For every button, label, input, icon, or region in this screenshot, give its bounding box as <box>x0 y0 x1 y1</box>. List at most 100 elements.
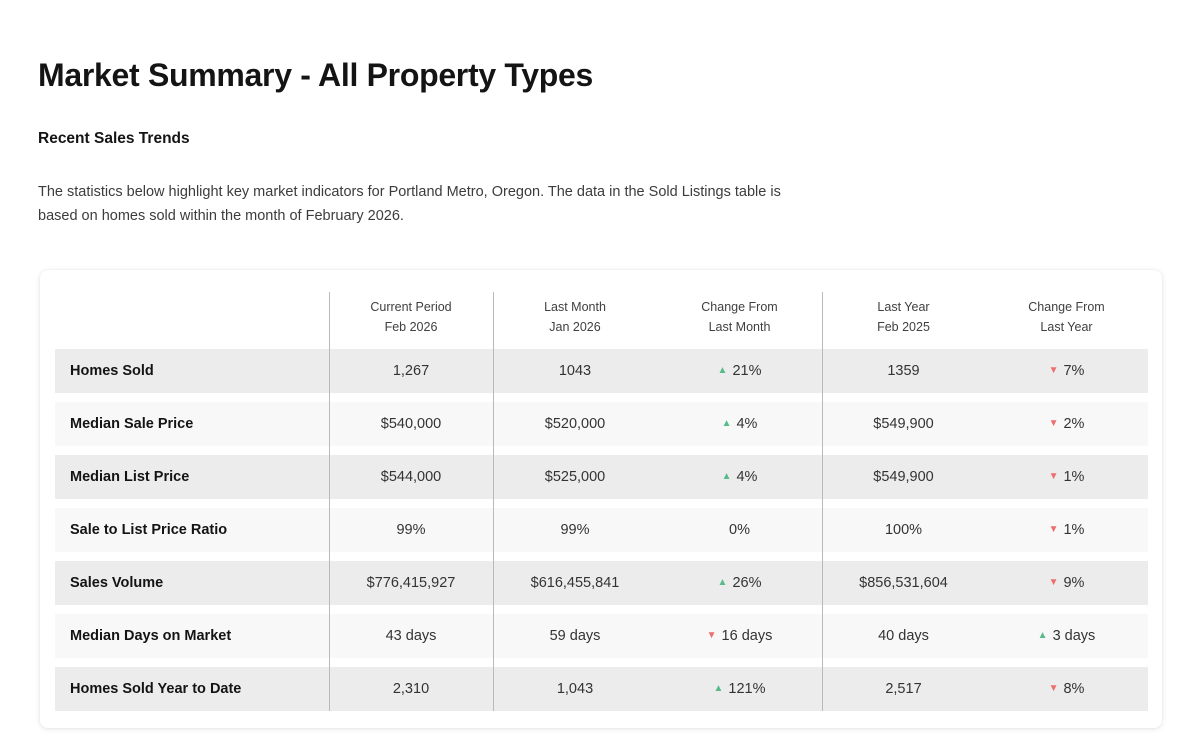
change-value: 1% <box>1063 522 1085 538</box>
cell-change-last-month: ▲ 4% <box>657 455 822 499</box>
trend-down-icon: ▼ <box>1048 524 1059 535</box>
row-label-cell: Sales Volume <box>70 575 164 591</box>
cell-change-last-month: ▲ 26% <box>657 561 822 605</box>
table-row: Sales Volume $776,415,927 $616,455,841 ▲ 26%… <box>55 561 1148 605</box>
description-text: The statistics below highlight key marke… <box>38 184 781 224</box>
col-header-change-last-month: Change From Last Month <box>657 297 822 337</box>
row-label-cell: Homes Sold <box>70 363 154 379</box>
cell-last-year: 1359 <box>887 363 920 379</box>
trend-down-icon: ▼ <box>1048 365 1059 376</box>
col-header-line2: Feb 2025 <box>877 320 930 334</box>
change-value: 9% <box>1063 575 1085 591</box>
row-label-cell: Median List Price <box>70 469 190 485</box>
cell-change-last-month: ▲ 4% <box>657 402 822 446</box>
col-header-line2: Feb 2026 <box>384 320 438 334</box>
summary-card: Current Period Feb 2026 Last Month Jan 2026… <box>40 270 1162 728</box>
change-value: 4% <box>736 469 758 485</box>
cell-change-last-month: ▲ 21% <box>657 349 822 393</box>
cell-last-month: 59 days <box>549 628 601 644</box>
cell-last-year: 2,517 <box>885 681 922 697</box>
trend-down-icon: ▼ <box>1048 471 1059 482</box>
change-value: 8% <box>1063 681 1085 697</box>
cell-current-period: $540,000 <box>380 416 442 432</box>
trend-up-icon: ▲ <box>1037 630 1048 641</box>
change-value: 26% <box>732 575 762 591</box>
change-value: 121% <box>728 681 766 697</box>
change-value: 21% <box>732 363 762 379</box>
cell-current-period: 1,267 <box>392 363 430 379</box>
cell-current-period: $544,000 <box>380 469 442 485</box>
table-header-row: Current Period Feb 2026 Last Month Jan 2026… <box>55 285 1148 349</box>
change-value: 16 days <box>721 628 773 644</box>
change-value: 1% <box>1063 469 1085 485</box>
cell-last-month: 1043 <box>558 363 592 379</box>
column-divider <box>329 292 330 711</box>
trend-up-icon: ▲ <box>717 365 728 376</box>
cell-current-period: 43 days <box>385 628 437 644</box>
change-value: 0% <box>729 522 750 538</box>
trend-down-icon: ▼ <box>1048 683 1059 694</box>
change-value: 4% <box>736 416 758 432</box>
table-row: Median Days on Market 43 days 59 days ▼ 16 d… <box>55 614 1148 658</box>
section-heading: Recent Sales Trends <box>38 130 190 147</box>
cell-change-last-year: ▲ 3 days <box>985 614 1148 658</box>
trend-down-icon: ▼ <box>706 630 717 641</box>
cell-change-last-month: ▲ 121% <box>657 667 822 711</box>
change-value: 7% <box>1063 363 1085 379</box>
market-summary-page: Market Summary - All Property Types Rece… <box>38 57 1162 728</box>
cell-last-year: 40 days <box>878 628 929 644</box>
cell-change-last-year: ▼ 9% <box>985 561 1148 605</box>
cell-current-period: 99% <box>396 522 426 538</box>
column-divider <box>822 292 823 711</box>
col-header-current-period: Current Period Feb 2026 <box>329 297 493 337</box>
row-label-cell: Sale to List Price Ratio <box>70 522 228 538</box>
row-label-cell: Median Sale Price <box>70 416 194 432</box>
col-header-line1: Change From <box>1028 300 1105 314</box>
col-header-line2: Jan 2026 <box>549 320 601 334</box>
table-row: Median List Price $544,000 $525,000 ▲ 4% $549… <box>55 455 1148 499</box>
cell-last-year: $856,531,604 <box>859 575 948 591</box>
table-row: Homes Sold Year to Date 2,310 1,043 ▲ 121% 2,… <box>55 667 1148 711</box>
cell-current-period: $776,415,927 <box>366 575 456 591</box>
col-header-line1: Change From <box>701 300 778 314</box>
cell-current-period: 2,310 <box>392 681 430 697</box>
row-label-cell: Median Days on Market <box>70 628 232 644</box>
cell-last-year: $549,900 <box>873 416 934 432</box>
trend-down-icon: ▼ <box>1048 577 1059 588</box>
cell-change-last-year: ▼ 2% <box>985 402 1148 446</box>
cell-change-last-year: ▼ 8% <box>985 667 1148 711</box>
trend-up-icon: ▲ <box>713 683 724 694</box>
col-header-line1: Last Month <box>544 300 606 314</box>
market-stats-table: Current Period Feb 2026 Last Month Jan 2026… <box>55 285 1148 711</box>
table-row: Sale to List Price Ratio 99% 99% 0% 100% ▼ 1% <box>55 508 1148 552</box>
column-divider <box>493 292 494 711</box>
page-title: Market Summary - All Property Types <box>38 57 594 93</box>
change-value: 3 days <box>1052 628 1096 644</box>
table-body: Homes Sold 1,267 1043 ▲ 21% 1359 ▼ 7% Median Sal… <box>55 349 1148 711</box>
cell-last-month: $525,000 <box>544 469 606 485</box>
trend-up-icon: ▲ <box>717 577 728 588</box>
cell-last-month: $520,000 <box>544 416 606 432</box>
cell-last-year: 100% <box>884 522 923 538</box>
cell-last-year: $549,900 <box>873 469 934 485</box>
cell-last-month: 1,043 <box>556 681 594 697</box>
cell-change-last-year: ▼ 1% <box>985 455 1148 499</box>
trend-up-icon: ▲ <box>721 471 732 482</box>
change-value: 2% <box>1063 416 1085 432</box>
table-row: Median Sale Price $540,000 $520,000 ▲ 4% $549… <box>55 402 1148 446</box>
cell-change-last-month: ▼ 16 days <box>657 614 822 658</box>
col-header-last-year: Last Year Feb 2025 <box>822 297 985 337</box>
row-label-cell: Homes Sold Year to Date <box>70 681 242 697</box>
table-row: Homes Sold 1,267 1043 ▲ 21% 1359 ▼ 7% <box>55 349 1148 393</box>
col-header-last-month: Last Month Jan 2026 <box>493 297 657 337</box>
col-header-line2: Last Year <box>1040 320 1093 334</box>
cell-last-month: $616,455,841 <box>530 575 620 591</box>
col-header-line1: Last Year <box>877 300 930 314</box>
cell-change-last-month: 0% <box>657 508 822 552</box>
col-header-line1: Current Period <box>370 300 452 314</box>
cell-change-last-year: ▼ 1% <box>985 508 1148 552</box>
trend-down-icon: ▼ <box>1048 418 1059 429</box>
cell-last-month: 99% <box>560 522 590 538</box>
col-header-change-last-year: Change From Last Year <box>985 297 1148 337</box>
cell-change-last-year: ▼ 7% <box>985 349 1148 393</box>
